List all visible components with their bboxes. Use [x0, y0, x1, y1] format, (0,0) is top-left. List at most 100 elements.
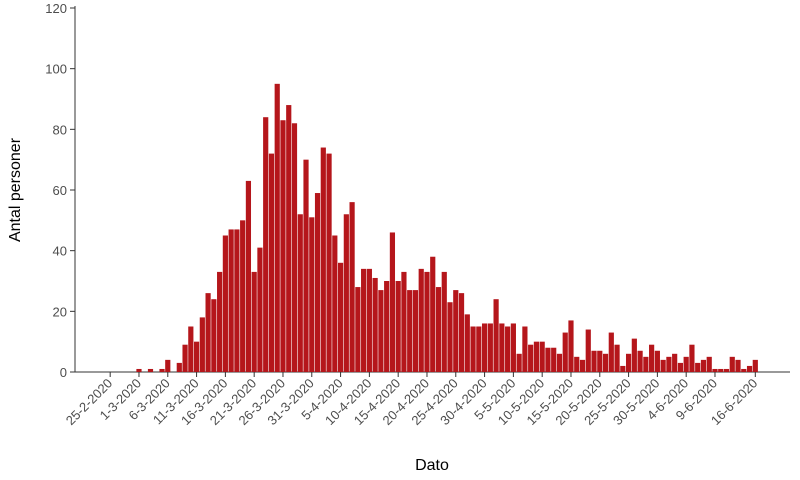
bar — [614, 344, 620, 372]
bar — [741, 368, 747, 372]
bar — [666, 356, 672, 372]
bar — [579, 359, 586, 372]
bar — [412, 290, 419, 372]
bar — [245, 180, 252, 372]
y-tick-label: 120 — [45, 1, 67, 16]
bar — [752, 359, 758, 372]
y-tick-label: 60 — [53, 183, 67, 198]
bar — [660, 359, 666, 372]
bar — [516, 353, 522, 372]
bar — [309, 217, 315, 372]
bar — [723, 368, 730, 372]
bar — [568, 320, 574, 372]
y-tick-label: 80 — [53, 122, 67, 137]
bar — [217, 271, 223, 372]
bar — [395, 281, 401, 372]
bar — [424, 271, 430, 372]
bar — [499, 323, 505, 372]
bar — [620, 365, 626, 372]
bar — [228, 229, 234, 372]
bar — [257, 247, 263, 372]
bar — [280, 120, 286, 372]
bar — [182, 344, 188, 372]
bar — [389, 232, 396, 372]
bar — [470, 326, 476, 372]
bar — [602, 353, 609, 372]
bar — [430, 256, 436, 372]
bar — [608, 332, 614, 372]
bar — [147, 368, 154, 372]
bar — [193, 341, 200, 372]
bar — [695, 362, 701, 372]
bar — [332, 235, 338, 372]
bar — [585, 329, 591, 372]
bar — [551, 347, 557, 372]
bar — [539, 341, 545, 372]
y-tick-label: 100 — [45, 62, 67, 77]
y-axis-title: Antal personer — [7, 137, 24, 242]
bar — [625, 353, 632, 372]
bar — [372, 277, 378, 372]
bar — [522, 326, 528, 372]
bar — [361, 268, 367, 372]
bar — [337, 262, 344, 372]
y-tick-label: 0 — [60, 365, 67, 380]
bar — [240, 220, 246, 372]
bar — [222, 235, 228, 372]
bar — [314, 193, 321, 372]
bar — [136, 368, 142, 372]
bar — [447, 302, 453, 372]
bar — [384, 281, 390, 372]
bar — [481, 323, 488, 372]
bar — [700, 359, 707, 372]
bar — [159, 368, 165, 372]
bar — [464, 314, 470, 372]
bar — [631, 338, 637, 372]
bar — [510, 323, 516, 372]
bar — [326, 153, 332, 372]
bar — [533, 341, 540, 372]
bar — [234, 229, 240, 372]
bar — [303, 159, 309, 372]
bar — [435, 287, 442, 372]
bar — [643, 356, 649, 372]
bar — [297, 214, 303, 372]
bar — [378, 290, 384, 372]
bar — [251, 271, 257, 372]
bar — [199, 317, 205, 372]
bar — [355, 287, 361, 372]
bar — [649, 344, 655, 372]
bar — [211, 299, 217, 372]
bar — [562, 332, 568, 372]
bar — [597, 350, 603, 372]
bar — [672, 353, 678, 372]
bar — [683, 356, 689, 372]
bar — [274, 83, 280, 372]
bar — [458, 293, 465, 372]
bar — [188, 326, 194, 372]
bar — [574, 356, 580, 372]
bar — [263, 117, 269, 372]
bar — [476, 326, 482, 372]
bar — [205, 293, 211, 372]
bar — [556, 353, 563, 372]
bar — [735, 359, 741, 372]
bar — [493, 299, 499, 372]
x-axis-title: Dato — [415, 457, 449, 474]
bar — [637, 350, 643, 372]
bar — [366, 268, 372, 372]
bar — [291, 123, 298, 373]
bar — [487, 323, 493, 372]
bar — [165, 359, 171, 372]
bar — [591, 350, 597, 372]
bar — [176, 362, 182, 372]
bar — [453, 290, 459, 372]
bar — [407, 290, 413, 372]
bar — [401, 271, 407, 372]
bar — [441, 271, 447, 372]
bar — [418, 268, 424, 372]
bar — [528, 344, 534, 372]
y-tick-label: 20 — [53, 304, 67, 319]
bar — [349, 202, 355, 372]
